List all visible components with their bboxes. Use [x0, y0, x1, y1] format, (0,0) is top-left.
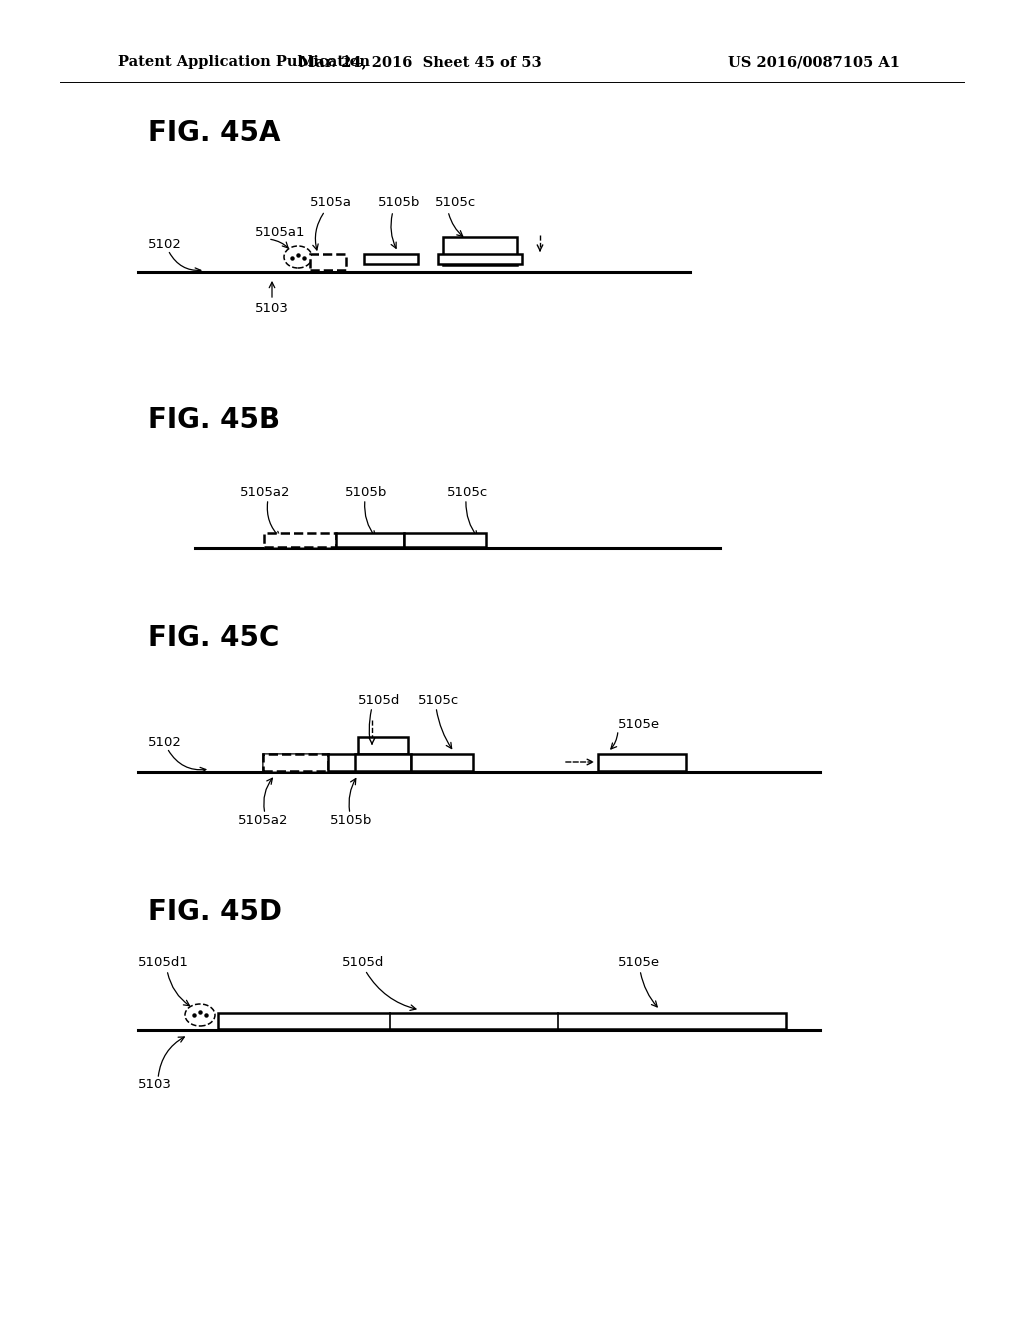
Text: FIG. 45C: FIG. 45C — [148, 624, 280, 652]
Text: 5105b: 5105b — [330, 813, 373, 826]
Bar — [355, 754, 411, 771]
Text: 5105c: 5105c — [447, 486, 488, 499]
Text: 5105d: 5105d — [358, 693, 400, 706]
Text: 5103: 5103 — [138, 1078, 172, 1092]
Text: 5105a2: 5105a2 — [238, 813, 289, 826]
Text: 5105b: 5105b — [345, 486, 387, 499]
Text: FIG. 45A: FIG. 45A — [148, 119, 281, 147]
Text: 5105a1: 5105a1 — [255, 227, 305, 239]
Bar — [328, 754, 390, 771]
Bar — [358, 737, 408, 754]
Text: 5105e: 5105e — [618, 718, 660, 730]
Text: 5102: 5102 — [148, 737, 182, 750]
Bar — [263, 754, 328, 771]
Bar — [264, 533, 336, 546]
Bar — [263, 754, 328, 771]
Text: Mar. 24, 2016  Sheet 45 of 53: Mar. 24, 2016 Sheet 45 of 53 — [299, 55, 542, 69]
Text: US 2016/0087105 A1: US 2016/0087105 A1 — [728, 55, 900, 69]
Bar — [443, 238, 517, 265]
Text: FIG. 45D: FIG. 45D — [148, 898, 282, 927]
Text: 5103: 5103 — [255, 301, 289, 314]
Bar — [336, 533, 404, 546]
Bar — [218, 1012, 786, 1030]
Text: 5105a2: 5105a2 — [240, 486, 291, 499]
Bar — [404, 533, 486, 546]
Text: 5105b: 5105b — [378, 197, 421, 210]
Text: 5105d: 5105d — [342, 957, 384, 969]
Text: 5105e: 5105e — [618, 957, 660, 969]
Text: 5105c: 5105c — [418, 693, 459, 706]
Bar — [310, 253, 346, 271]
Text: 5105c: 5105c — [435, 197, 476, 210]
Text: FIG. 45B: FIG. 45B — [148, 407, 281, 434]
Text: 5105d1: 5105d1 — [138, 957, 188, 969]
Text: 5105a: 5105a — [310, 197, 352, 210]
Text: Patent Application Publication: Patent Application Publication — [118, 55, 370, 69]
Text: 5102: 5102 — [148, 239, 182, 252]
Bar — [598, 754, 686, 771]
Bar — [411, 754, 473, 771]
Bar — [438, 253, 522, 264]
Bar — [364, 253, 418, 264]
